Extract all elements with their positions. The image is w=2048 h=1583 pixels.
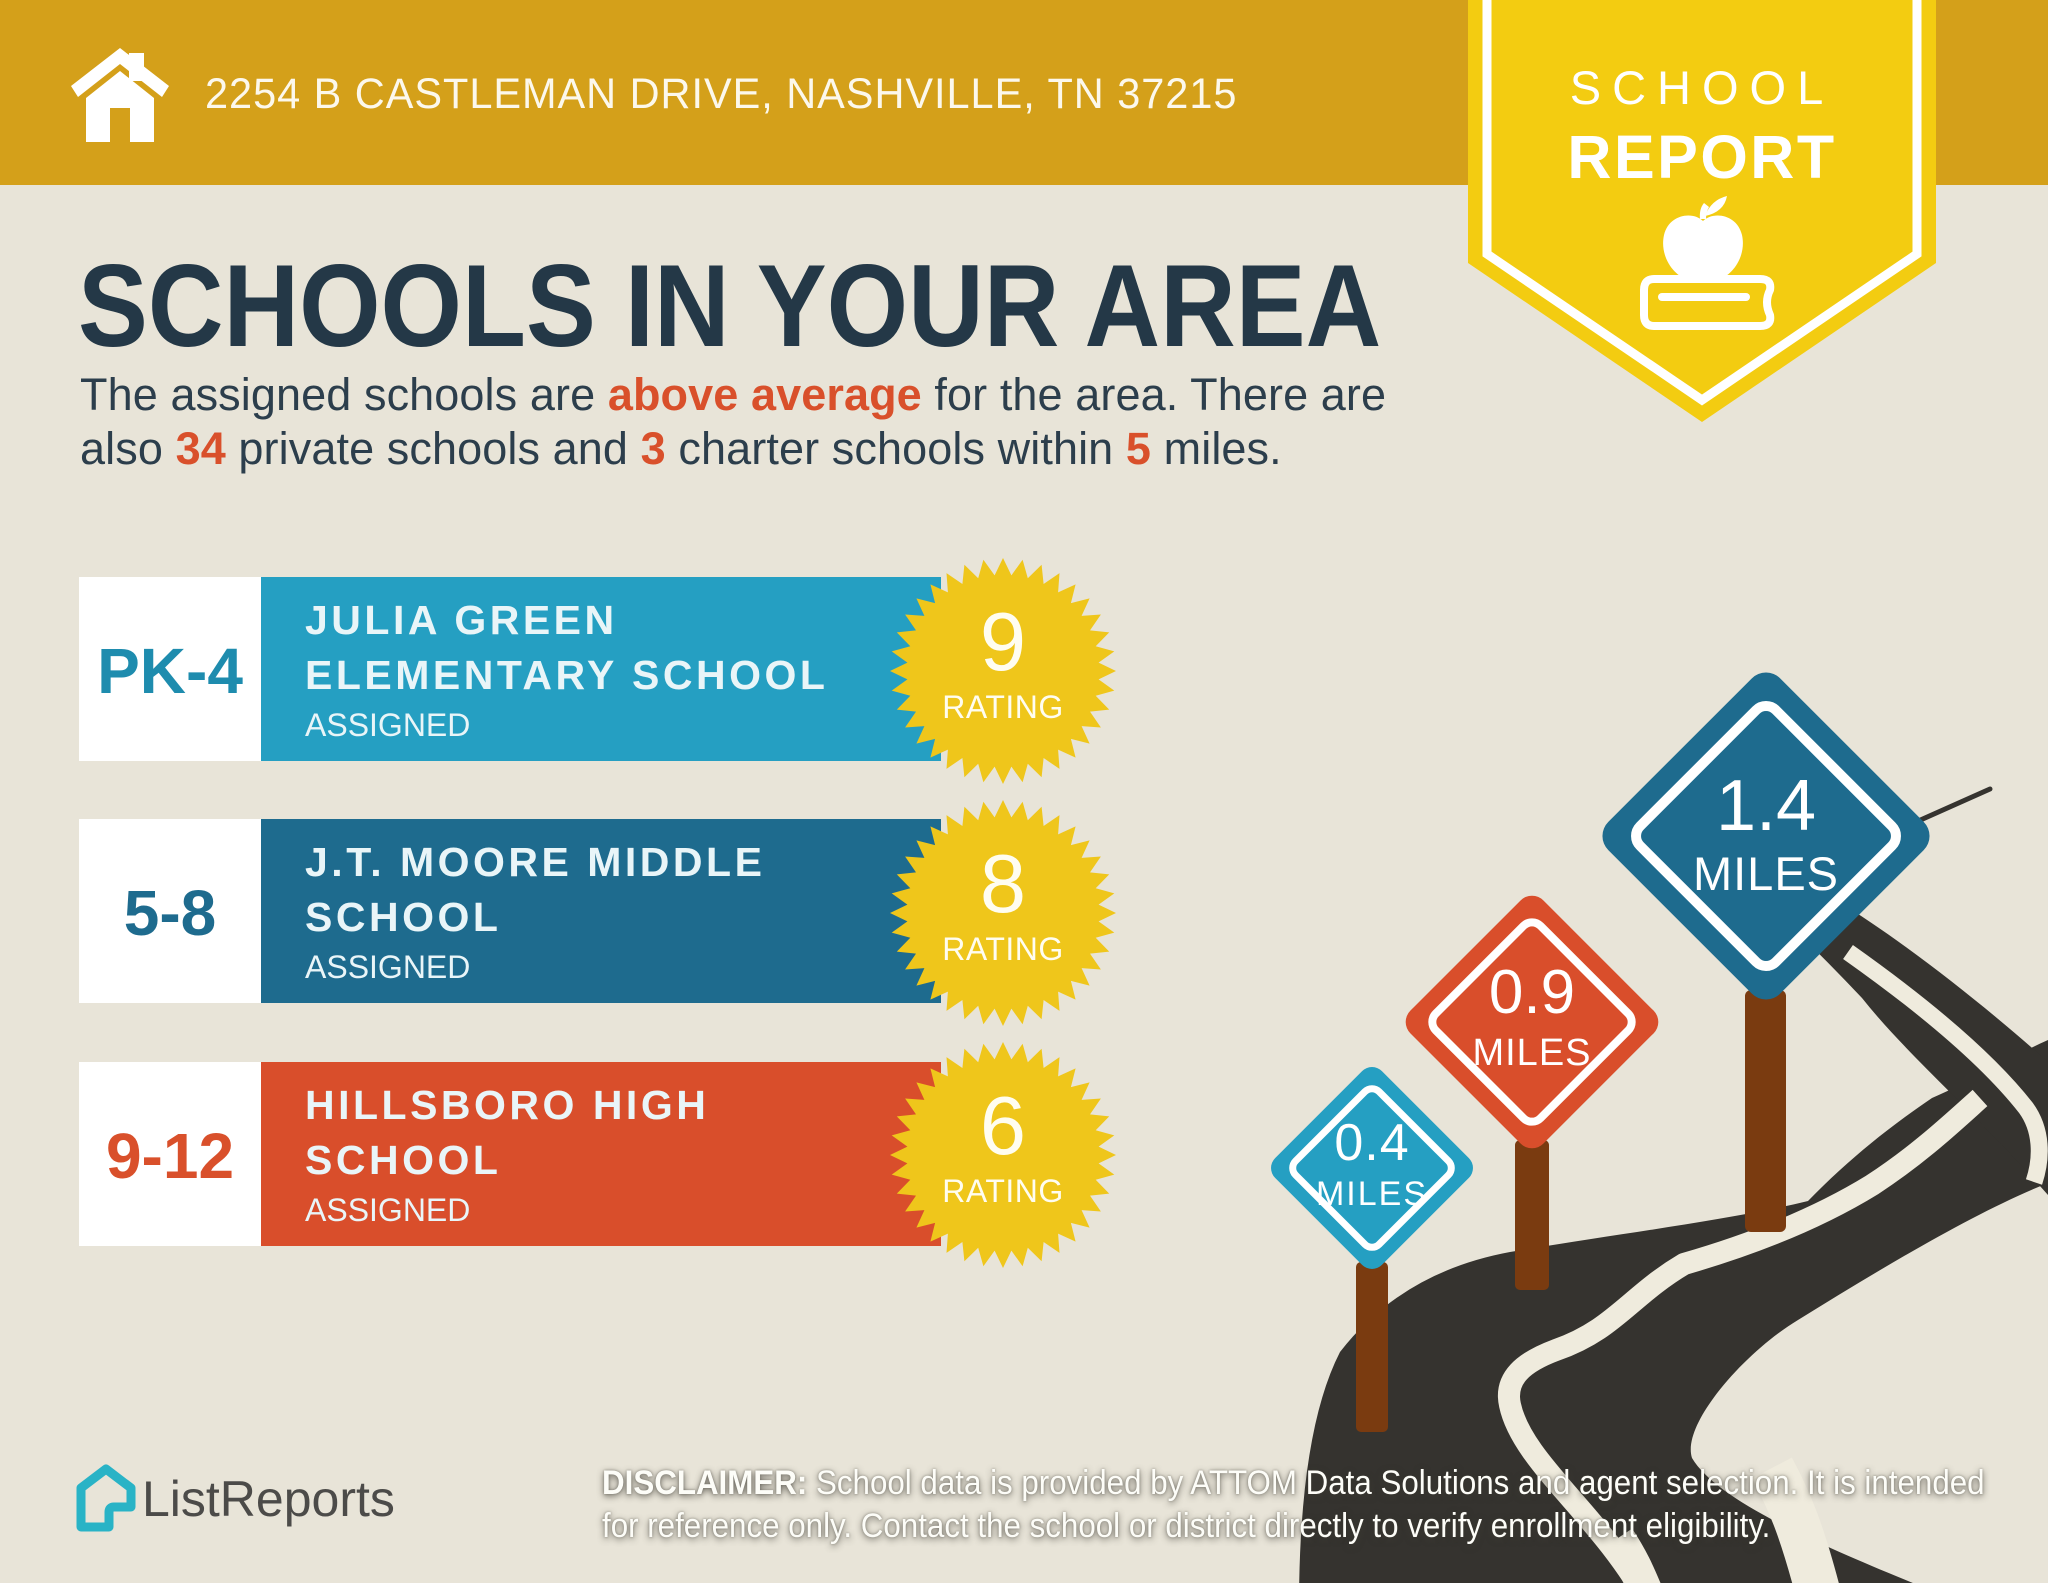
- svg-text:MILES: MILES: [1693, 847, 1839, 900]
- svg-text:0.9: 0.9: [1489, 958, 1575, 1027]
- svg-text:REPORT: REPORT: [1567, 123, 1836, 191]
- svg-text:1.4: 1.4: [1716, 766, 1816, 846]
- svg-text:8: 8: [980, 837, 1026, 930]
- svg-text:RATING: RATING: [942, 1173, 1064, 1209]
- svg-text:SCHOOL: SCHOOL: [1570, 61, 1835, 114]
- svg-text:RATING: RATING: [942, 931, 1064, 967]
- svg-text:MILES: MILES: [1316, 1175, 1428, 1213]
- svg-text:0.4: 0.4: [1334, 1114, 1409, 1172]
- svg-text:RATING: RATING: [942, 689, 1064, 725]
- svg-text:6: 6: [980, 1079, 1026, 1172]
- svg-text:9: 9: [980, 595, 1026, 688]
- svg-text:MILES: MILES: [1472, 1032, 1591, 1074]
